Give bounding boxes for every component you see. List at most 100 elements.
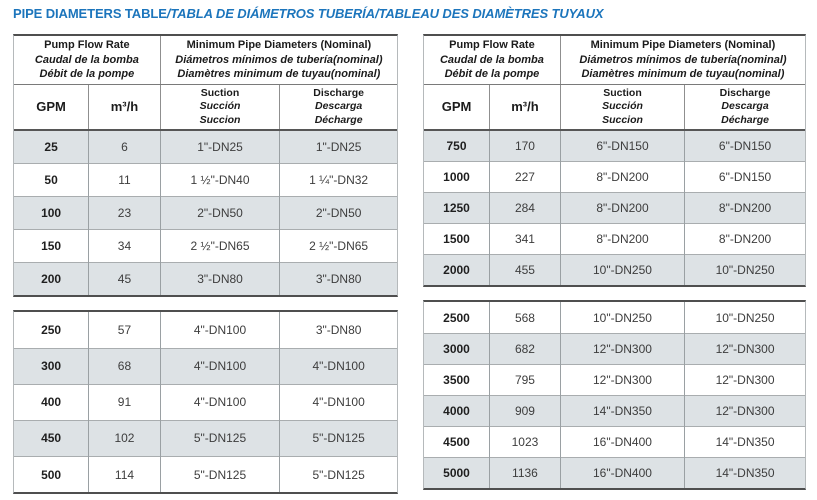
gpm-cell: 1250 xyxy=(424,191,490,224)
gpm-cell: 3500 xyxy=(424,363,490,396)
discharge-cell: 10"-DN250 xyxy=(684,302,805,334)
table-row: 250 57 4"-DN100 3"-DN80 xyxy=(14,312,397,349)
table-row: 300 68 4"-DN100 4"-DN100 xyxy=(14,347,397,385)
suction-header: Suction Succión Succion xyxy=(559,84,685,132)
discharge-cell: 1"-DN25 xyxy=(279,130,397,164)
m3h-cell: 341 xyxy=(489,222,561,255)
min-pipe-diameters-header: Minimum Pipe Diameters (Nominal) Diámetr… xyxy=(159,36,397,85)
right-table-section-1: 750 170 6"-DN150 6"-DN150 1000 227 8"-DN200 6"-… xyxy=(424,130,805,286)
header-row-columns: GPM m³/h Suction Succión Succion Dischar… xyxy=(14,84,397,132)
discharge-cell: 4"-DN100 xyxy=(279,383,397,421)
table-row: 50 11 1 ½"-DN40 1 ¼"-DN32 xyxy=(14,162,397,197)
gpm-header: GPM xyxy=(424,84,490,132)
pipe-table-left-upper-block: Pump Flow Rate Caudal de la bomba Débit … xyxy=(13,34,398,298)
suction-cell: 6"-DN150 xyxy=(559,130,685,162)
table-row: 4000 909 14"-DN350 12"-DN300 xyxy=(424,394,805,427)
m3h-cell: 57 xyxy=(88,312,161,349)
discharge-cell: 3"-DN80 xyxy=(279,312,397,349)
pump-flow-rate-fr: Débit de la pompe xyxy=(39,68,135,81)
suction-cell: 10"-DN250 xyxy=(559,253,685,286)
gpm-cell: 2500 xyxy=(443,310,470,325)
m3h-cell: 34 xyxy=(88,228,161,263)
min-pipe-diameters-fr: Diamètres minimum de tuyau(nominal) xyxy=(177,68,381,81)
gpm-cell: 500 xyxy=(14,455,89,493)
discharge-cell: 12"-DN300 xyxy=(684,332,805,365)
discharge-cell: 10"-DN250 xyxy=(684,253,805,286)
gpm-cell: 300 xyxy=(14,347,89,385)
m3h-cell: 795 xyxy=(489,363,561,396)
suction-cell: 5"-DN125 xyxy=(159,455,280,493)
discharge-cell: 5"-DN125 xyxy=(279,455,397,493)
table-row: 1500 341 8"-DN200 8"-DN200 xyxy=(424,222,805,255)
header-row-groups: Pump Flow Rate Caudal de la bomba Débit … xyxy=(14,36,397,85)
min-pipe-diameters-en: Minimum Pipe Diameters (Nominal) xyxy=(186,39,372,51)
discharge-cell: 12"-DN300 xyxy=(684,394,805,427)
suction-cell: 10"-DN250 xyxy=(559,302,685,334)
discharge-cell: 14"-DN350 xyxy=(684,456,805,489)
table-row: 200 45 3"-DN80 3"-DN80 xyxy=(14,261,397,296)
table-row: 1000 227 8"-DN200 6"-DN150 xyxy=(424,160,805,193)
pump-flow-rate-header: Pump Flow Rate Caudal de la bomba Débit … xyxy=(14,36,161,85)
m3h-cell: 170 xyxy=(489,130,561,162)
pump-flow-rate-header: Pump Flow Rate Caudal de la bomba Débit … xyxy=(424,36,561,85)
m3h-cell: 11 xyxy=(88,162,161,197)
page-title-intl: /TABLA DE DIÁMETROS TUBERÍA/TABLEAU DES … xyxy=(166,6,604,21)
left-table-section-1: 25 6 1"-DN25 1"-DN25 50 11 1 ½"-DN40 1 ¼"-DN32 1… xyxy=(14,130,397,296)
pipe-table-left-lower-block: 250 57 4"-DN100 3"-DN80 300 68 4"-DN100 4"-DN10… xyxy=(13,310,398,495)
suction-cell: 12"-DN300 xyxy=(559,332,685,365)
suction-cell: 2"-DN50 xyxy=(159,195,280,230)
table-row: 400 91 4"-DN100 4"-DN100 xyxy=(14,383,397,421)
table-row: 1250 284 8"-DN200 8"-DN200 xyxy=(424,191,805,224)
table-row: 3000 682 12"-DN300 12"-DN300 xyxy=(424,332,805,365)
m3h-cell: 227 xyxy=(489,160,561,193)
m3h-cell: 23 xyxy=(88,195,161,230)
gpm-cell: 1000 xyxy=(424,160,490,193)
gpm-cell: 4500 xyxy=(424,425,490,458)
table-row: 4500 1023 16"-DN400 14"-DN350 xyxy=(424,425,805,458)
discharge-cell: 4"-DN100 xyxy=(279,347,397,385)
discharge-cell: 6"-DN150 xyxy=(684,130,805,162)
m3h-cell: 1023 xyxy=(489,425,561,458)
suction-cell: 14"-DN350 xyxy=(559,394,685,427)
discharge-cell: 14"-DN350 xyxy=(684,425,805,458)
suction-cell: 4"-DN100 xyxy=(159,312,280,349)
gpm-cell: 200 xyxy=(14,261,89,296)
min-pipe-diameters-es: Diámetros mínimos de tubería(nominal) xyxy=(579,53,787,66)
m3h-cell: 455 xyxy=(489,253,561,286)
discharge-header: Discharge Descarga Décharge xyxy=(684,84,805,132)
table-row: 150 34 2 ½"-DN65 2 ½"-DN65 xyxy=(14,228,397,263)
gpm-cell: 400 xyxy=(14,383,89,421)
suction-cell: 12"-DN300 xyxy=(559,363,685,396)
gpm-cell: 150 xyxy=(14,228,89,263)
discharge-cell: 1 ¼"-DN32 xyxy=(279,162,397,197)
header-row-columns: GPM m³/h Suction Succión Succion Dischar… xyxy=(424,84,805,132)
discharge-header: Discharge Descarga Décharge xyxy=(279,84,397,132)
suction-cell: 2 ½"-DN65 xyxy=(159,228,280,263)
m3h-cell: 102 xyxy=(88,419,161,457)
discharge-cell: 8"-DN200 xyxy=(684,191,805,224)
suction-cell: 16"-DN400 xyxy=(559,456,685,489)
gpm-cell: 250 xyxy=(41,323,62,338)
table-row: 2500 568 10"-DN250 10"-DN250 xyxy=(424,302,805,334)
suction-cell: 1"-DN25 xyxy=(159,130,280,164)
table-row: 500 114 5"-DN125 5"-DN125 xyxy=(14,455,397,493)
pipe-table-right-lower-block: 2500 568 10"-DN250 10"-DN250 3000 682 12"-DN30… xyxy=(423,300,806,491)
gpm-cell: 2000 xyxy=(424,253,490,286)
table-row: 3500 795 12"-DN300 12"-DN300 xyxy=(424,363,805,396)
suction-cell: 3"-DN80 xyxy=(159,261,280,296)
min-pipe-diameters-es: Diámetros mínimos de tubería(nominal) xyxy=(175,53,383,66)
suction-cell: 8"-DN200 xyxy=(559,191,685,224)
suction-cell: 4"-DN100 xyxy=(159,347,280,385)
page-title: PIPE DIAMETERS TABLE/TABLA DE DIÁMETROS … xyxy=(13,6,604,21)
m3h-cell: 6 xyxy=(88,130,161,164)
discharge-cell: 12"-DN300 xyxy=(684,363,805,396)
m3h-cell: 45 xyxy=(88,261,161,296)
section-gap xyxy=(423,287,806,300)
suction-header: Suction Succión Succion xyxy=(159,84,280,132)
discharge-cell: 2"-DN50 xyxy=(279,195,397,230)
min-pipe-diameters-en: Minimum Pipe Diameters (Nominal) xyxy=(590,39,776,51)
m3h-cell: 68 xyxy=(88,347,161,385)
table-row: 100 23 2"-DN50 2"-DN50 xyxy=(14,195,397,230)
pipe-table-left: Pump Flow Rate Caudal de la bomba Débit … xyxy=(13,34,398,495)
suction-cell: 16"-DN400 xyxy=(559,425,685,458)
